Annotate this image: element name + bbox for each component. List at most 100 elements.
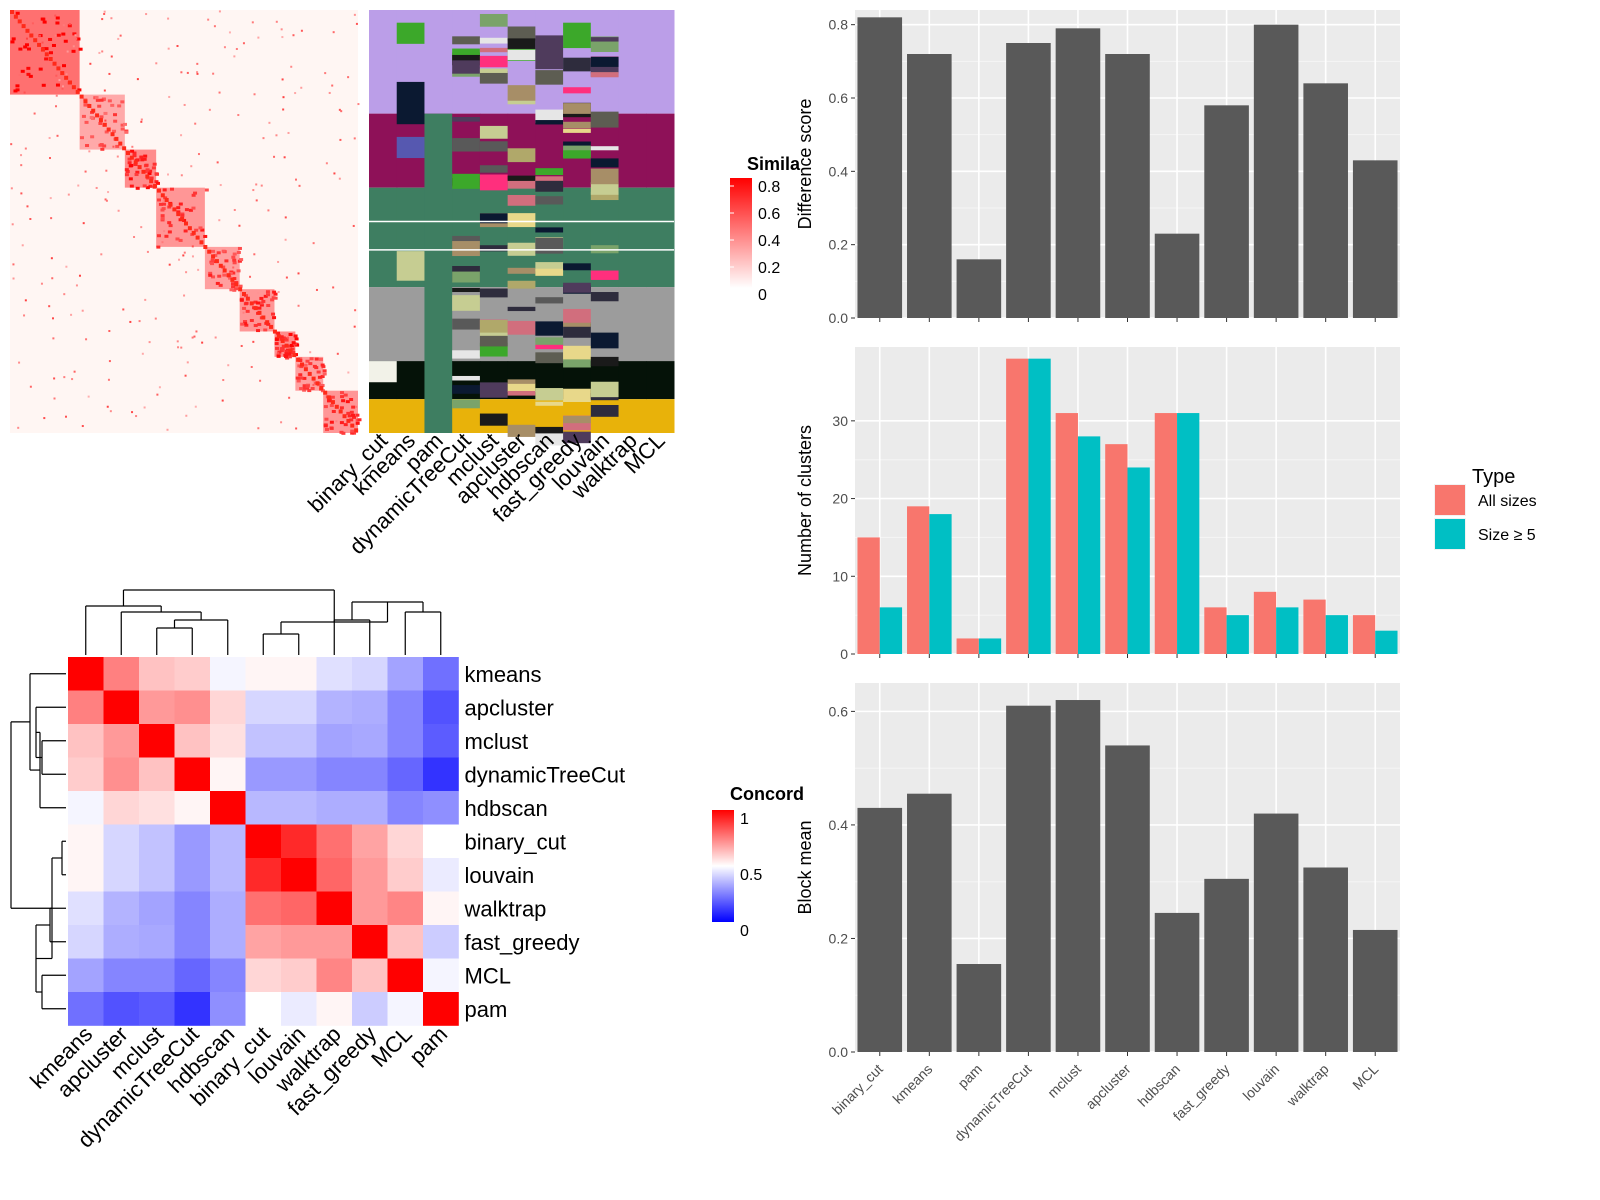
similarity-cell: [332, 286, 335, 289]
similarity-cell: [131, 411, 134, 414]
similarity-cell: [129, 163, 134, 167]
similarity-cell: [215, 281, 220, 285]
similarity-cell: [11, 223, 14, 226]
similarity-cell: [63, 293, 66, 296]
similarity-cell: [330, 395, 335, 399]
similarity-cell: [340, 110, 343, 113]
similarity-cell: [244, 323, 249, 327]
similarity-diagonal-cell: [95, 113, 100, 118]
similarity-diagonal-cell: [40, 47, 45, 52]
similarity-cell: [282, 96, 285, 99]
similarity-cell: [249, 275, 252, 278]
x-tick-label: apcluster: [1082, 1061, 1134, 1113]
membership-cell: [590, 292, 619, 302]
concordance-cell: [387, 724, 424, 758]
similarity-cell: [129, 184, 134, 188]
similarity-cell: [55, 105, 58, 108]
similarity-cell: [135, 415, 138, 418]
similarity-cell: [62, 24, 65, 27]
concordance-cell: [103, 757, 140, 792]
similarity-cell: [188, 208, 193, 212]
similarity-cell: [89, 116, 94, 120]
membership-cell: [396, 136, 425, 159]
y-tick-label: 0.4: [829, 817, 849, 833]
concordance-cell: [423, 724, 459, 758]
bar: [1375, 630, 1398, 654]
concordance-cell: [423, 858, 459, 892]
concordance-cell: [281, 757, 317, 792]
similarity-cell: [50, 257, 53, 260]
similarity-cell: [323, 424, 328, 428]
similarity-diagonal-cell: [296, 357, 301, 362]
membership-cell: [535, 227, 564, 233]
membership-cell: [507, 320, 536, 335]
similarity-cell: [53, 397, 56, 400]
similarity-diagonal-cell: [203, 245, 208, 249]
similarity-cell: [63, 376, 66, 379]
similarity-diagonal-cell: [160, 193, 165, 198]
similarity-cell: [161, 207, 166, 211]
similarity-cell: [216, 251, 221, 255]
membership-band: [646, 10, 675, 114]
similarity-cell: [100, 147, 105, 151]
similarity-cell: [210, 275, 215, 279]
similarity-cell: [161, 202, 166, 206]
similarity-cell: [314, 357, 319, 361]
similarity-diagonal-cell: [164, 198, 169, 202]
membership-cell: [479, 335, 508, 347]
similarity-cell: [70, 313, 73, 316]
similarity-cell: [223, 46, 226, 49]
similarity-cell: [155, 181, 160, 185]
similarity-cell: [116, 155, 119, 158]
similarity-cell: [296, 379, 301, 383]
similarity-cell: [297, 364, 302, 368]
difference-score-chart: 0.0 0.2 0.4 0.6 0.8 Difference score: [795, 10, 1400, 326]
similarity-cell: [108, 72, 111, 75]
similarity-cell: [218, 91, 221, 94]
similarity-cell: [145, 168, 150, 172]
similarity-cell: [55, 74, 58, 77]
bar: [1303, 83, 1348, 318]
similarity-cell: [21, 244, 24, 247]
similarity-diagonal-cell: [129, 155, 134, 160]
similarity-cell: [147, 171, 152, 175]
similarity-cell: [240, 344, 243, 347]
similarity-cell: [259, 303, 264, 307]
similarity-diagonal-cell: [276, 334, 281, 339]
similarity-cell: [231, 285, 236, 289]
similarity-legend-tick-label: 0.4: [758, 233, 780, 250]
similarity-cell: [252, 189, 255, 192]
concordance-cell: [139, 925, 175, 959]
similarity-cell: [191, 336, 194, 339]
similarity-cell: [71, 49, 76, 53]
bar: [1127, 467, 1150, 654]
similarity-cell: [196, 71, 199, 74]
concordance-cell: [316, 858, 353, 892]
similarity-diagonal-cell: [253, 306, 258, 311]
concordance-cell: [281, 858, 317, 892]
similarity-cell: [176, 45, 179, 48]
similarity-cell: [154, 172, 159, 176]
bar: [1325, 615, 1348, 654]
similarity-cell: [257, 427, 260, 430]
concordance-cell: [281, 925, 317, 959]
similarity-diagonal-cell: [292, 353, 297, 358]
membership-band: [369, 10, 398, 114]
similarity-cell: [271, 312, 276, 316]
membership-band: [369, 399, 398, 433]
concordance-cell: [245, 958, 282, 993]
concordance-cell: [210, 791, 246, 825]
x-tick-label: mclust: [1044, 1061, 1084, 1101]
concordance-cell: [423, 958, 459, 993]
similarity-cell: [268, 121, 271, 124]
similarity-cell: [180, 71, 183, 74]
concordance-column-label: pam: [404, 1021, 452, 1069]
concordance-cell: [245, 925, 282, 959]
concordance-cell: [352, 925, 388, 959]
similarity-cell: [167, 221, 172, 225]
similarity-cell: [138, 320, 141, 323]
similarity-cell: [40, 282, 43, 285]
concordance-row-label: kmeans: [465, 662, 542, 687]
concordance-cell: [281, 958, 317, 993]
similarity-cell: [232, 252, 237, 256]
